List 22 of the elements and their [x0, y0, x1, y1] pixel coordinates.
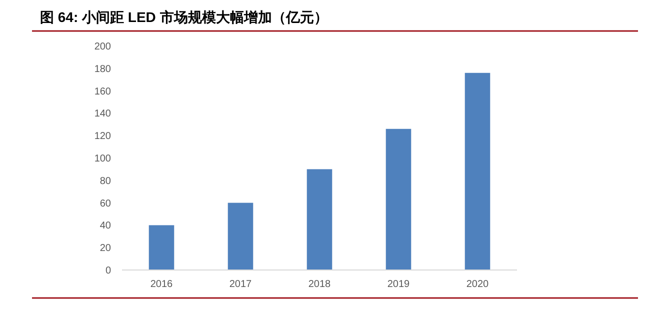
- y-tick-label: 40: [100, 220, 112, 232]
- y-tick-label: 60: [100, 198, 112, 210]
- y-tick-label: 180: [94, 64, 112, 75]
- x-tick-label: 2020: [466, 279, 490, 290]
- y-tick-label: 0: [105, 266, 112, 276]
- bar: [148, 225, 174, 270]
- y-tick-label: 140: [94, 108, 112, 120]
- y-tick-label: 120: [94, 131, 112, 142]
- bar: [386, 128, 412, 270]
- x-tick-label: 2019: [387, 279, 410, 290]
- x-tick-label: 2016: [150, 279, 174, 290]
- y-tick-label: 200: [94, 42, 112, 52]
- y-tick-label: 100: [94, 154, 112, 164]
- chart-title: 图 64: 小间距 LED 市场规模大幅增加（亿元）: [40, 9, 328, 25]
- bar: [306, 169, 332, 270]
- y-tick-label: 80: [100, 176, 112, 187]
- bar: [464, 72, 490, 270]
- x-tick-label: 2017: [229, 279, 252, 290]
- bar: [228, 202, 254, 270]
- y-tick-label: 160: [94, 86, 112, 98]
- x-tick-label: 2018: [308, 279, 332, 290]
- y-tick-label: 20: [100, 243, 112, 254]
